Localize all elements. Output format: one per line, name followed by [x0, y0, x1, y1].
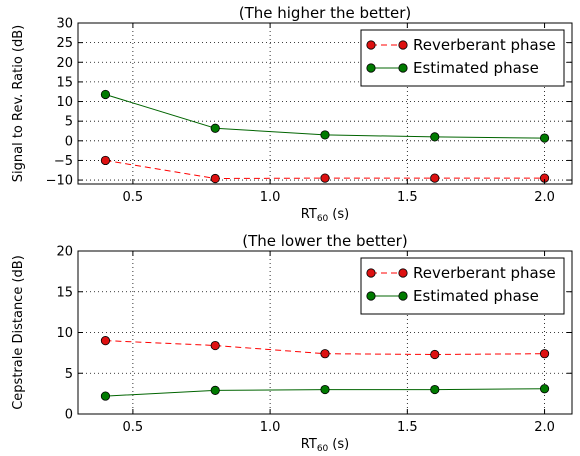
- chart1-point-estimated-phase: [100, 89, 111, 100]
- chart1-x-tick-label: 1.5: [397, 190, 418, 205]
- chart1-legend: Reverberant phase Estimated phase: [360, 29, 565, 87]
- chart2-legend-box: [360, 257, 565, 315]
- chart1-point-reverberant-phase: [430, 173, 440, 183]
- chart1-legend-marker-reverberant-phase: [366, 40, 376, 50]
- chart2-legend-label-reverberant-phase: Reverberant phase: [413, 264, 556, 282]
- chart1-x-tick-label: 0.5: [123, 190, 144, 205]
- chart1-legend-label-estimated-phase: Estimated phase: [413, 59, 539, 77]
- chart1-y-tick-label: −10: [46, 174, 73, 189]
- chart2-x-axis-label-unit: (s): [332, 437, 349, 452]
- chart2-point-estimated-phase: [320, 384, 330, 395]
- chart1-point-estimated-phase: [539, 133, 550, 143]
- chart2-y-tick-label: 5: [65, 367, 73, 382]
- chart1-x-tick-label: 2.0: [534, 190, 555, 205]
- chart1-y-tick-label: 5: [65, 115, 73, 130]
- chart2-point-reverberant-phase: [210, 340, 220, 351]
- chart1-point-reverberant-phase: [210, 173, 220, 184]
- chart1-point-reverberant-phase: [100, 155, 111, 166]
- chart1-y-tick-label: 0: [65, 134, 73, 149]
- chart2-legend-marker-estimated-phase: [398, 291, 408, 301]
- chart2-x-tick-label: 2.0: [534, 420, 555, 435]
- chart2-y-tick-label: 15: [56, 285, 73, 300]
- chart1-y-axis-label: Signal to Rev. Ratio (dB): [11, 25, 26, 182]
- chart2-x-tick-label: 0.5: [123, 420, 144, 435]
- chart1-legend-box: [360, 29, 565, 87]
- chart2-legend-marker-reverberant-phase: [398, 268, 408, 278]
- chart2-point-reverberant-phase: [430, 349, 440, 360]
- chart1-legend-marker-estimated-phase: [366, 63, 376, 73]
- chart2-x-tick-label: 1.5: [397, 420, 418, 435]
- chart1-y-tick-label: 15: [56, 75, 73, 90]
- chart2-y-axis-label: Cepstrale Distance (dB): [11, 255, 26, 410]
- chart1-point-reverberant-phase: [320, 173, 330, 183]
- chart1-y-tick-label: 30: [56, 17, 73, 32]
- chart2-point-reverberant-phase: [539, 349, 550, 359]
- chart1-x-axis-label: RT60 (s): [301, 207, 349, 224]
- chart2-panel: 0.5 1.0 1.5 2.0 0 5 10 15 20 (The lower the bette…: [11, 232, 573, 454]
- chart2-legend-marker-estimated-phase: [366, 291, 376, 301]
- chart1-y-tick-label: 25: [56, 36, 73, 51]
- chart2-point-estimated-phase: [539, 384, 550, 394]
- chart2-point-reverberant-phase: [320, 349, 330, 359]
- chart1-legend-marker-estimated-phase: [398, 63, 408, 73]
- chart2-y-tick-label: 10: [56, 326, 73, 341]
- chart2-y-tick-label: 20: [56, 245, 73, 260]
- chart1-x-axis-label-main: RT: [301, 207, 317, 222]
- chart1-point-estimated-phase: [430, 132, 440, 142]
- chart1-panel: 0.5 1.0 1.5 2.0 −10 −5 0 5 10 15 20 25 30 (The higher…: [11, 4, 573, 224]
- chart1-title: (The higher the better): [239, 4, 412, 22]
- chart2-point-reverberant-phase: [100, 336, 111, 346]
- chart2-legend: Reverberant phase Estimated phase: [360, 257, 565, 315]
- chart1-legend-label-reverberant-phase: Reverberant phase: [413, 36, 556, 54]
- chart2-point-estimated-phase: [430, 384, 440, 395]
- chart2-x-tick-label: 1.0: [260, 420, 281, 435]
- chart1-legend-marker-reverberant-phase: [398, 40, 408, 50]
- chart1-axes-frame: [77, 22, 573, 185]
- chart2-legend-marker-reverberant-phase: [366, 268, 376, 278]
- chart2-title: (The lower the better): [242, 232, 407, 250]
- chart2-x-axis-label-main: RT: [301, 437, 317, 452]
- chart1-y-tick-label: −5: [54, 154, 73, 169]
- chart2-x-axis-label: RT60 (s): [301, 437, 349, 454]
- chart2-y-tick-label: 0: [65, 408, 73, 423]
- chart1-x-axis-label-unit: (s): [332, 207, 349, 222]
- chart2-point-estimated-phase: [100, 391, 111, 401]
- chart1-point-estimated-phase: [210, 123, 220, 133]
- chart1-x-tick-label: 1.0: [260, 190, 281, 205]
- chart2-point-estimated-phase: [210, 385, 220, 395]
- chart1-y-tick-label: 10: [56, 95, 73, 110]
- chart1-point-estimated-phase: [320, 130, 330, 140]
- chart1-y-tick-label: 20: [56, 56, 73, 71]
- chart1-grid: [78, 22, 572, 184]
- chart1-x-axis-label-subscript: 60: [317, 214, 329, 224]
- chart2-x-axis-label-subscript: 60: [317, 444, 329, 454]
- chart2-legend-label-estimated-phase: Estimated phase: [413, 287, 539, 305]
